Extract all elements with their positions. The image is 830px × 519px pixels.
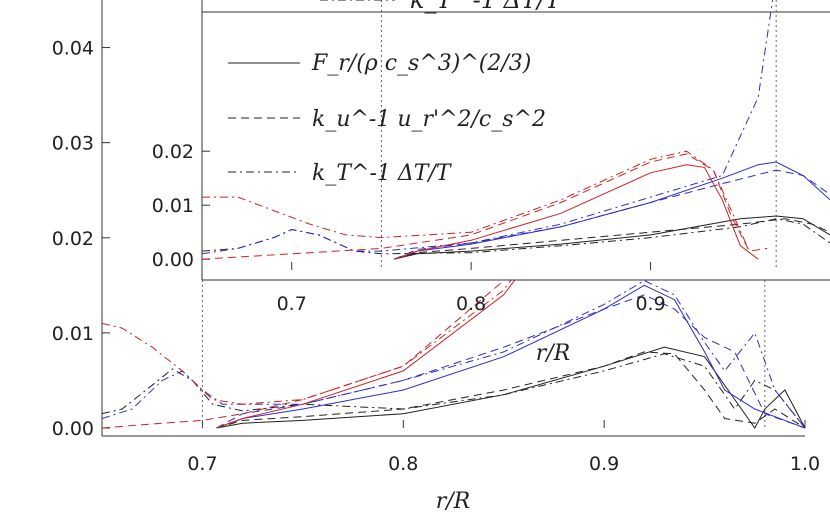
inset-y-tick-label: 0.01 — [152, 195, 194, 217]
main-series-blue-solid — [216, 284, 805, 429]
main-series-black-dashed — [216, 351, 805, 429]
inset-y-tick-label: 0.02 — [152, 141, 194, 163]
inset-ticks: 0.7 0.8 0.9 0.00 0.01 0.02 — [152, 141, 666, 315]
inset-series-black-dashed — [393, 218, 830, 260]
inset-x-tick-label: 0.9 — [635, 293, 665, 315]
inset-x-label: r/R — [536, 341, 571, 366]
main-series-black-dashdot — [102, 353, 805, 429]
main-y-tick-label: 0.02 — [52, 228, 94, 250]
legend: k_T^-1 ΔT/T F_r/(ρ c_s^3)^(2/3) k_u^-1 u… — [228, 0, 563, 186]
inset-series-blue-dashdot — [202, 0, 774, 255]
inset-x-tick-label: 0.7 — [277, 293, 307, 315]
main-x-tick-label: 1.0 — [790, 453, 820, 475]
main-series-black-solid — [216, 346, 805, 429]
inset-series-red-solid — [393, 164, 759, 260]
main-x-tick-label: 0.7 — [187, 453, 217, 475]
legend-label-dashed: k_u^-1 u_r'^2/c_s^2 — [312, 107, 546, 132]
main-series-blue-dashed — [216, 294, 805, 429]
main-y-tick-label: 0.03 — [52, 133, 94, 155]
legend-label-solid: F_r/(ρ c_s^3)^(2/3) — [311, 51, 531, 76]
inset-series — [202, 0, 830, 260]
main-y-tick-label: 0.01 — [52, 323, 94, 345]
main-x-label: r/R — [436, 489, 471, 514]
main-series-blue-dashdot — [102, 280, 805, 429]
main-x-tick-label: 0.9 — [589, 453, 619, 475]
inset-axes: 0.7 0.8 0.9 0.00 0.01 0.02 r/R — [152, 0, 830, 366]
inset-y-tick-label: 0.00 — [152, 249, 194, 271]
inset-series-red-dashed — [202, 153, 768, 260]
main-ticks: 0.7 0.8 0.9 1.0 0.00 0.01 0.02 0.03 0.04 — [52, 38, 820, 475]
main-x-tick-label: 0.8 — [388, 453, 418, 475]
inset-series-blue-solid — [393, 161, 830, 260]
inset-vlines — [380, 0, 777, 270]
main-y-tick-label: 0.04 — [52, 38, 94, 60]
inset-series-red-dashdot — [202, 150, 750, 252]
inset-x-tick-label: 0.8 — [456, 293, 486, 315]
main-y-tick-label: 0.00 — [52, 418, 94, 440]
legend-label-dashdot: k_T^-1 ΔT/T — [312, 161, 453, 186]
legend-label-cut: k_T^-1 ΔT/T — [410, 0, 563, 14]
inset-background — [202, 0, 830, 280]
